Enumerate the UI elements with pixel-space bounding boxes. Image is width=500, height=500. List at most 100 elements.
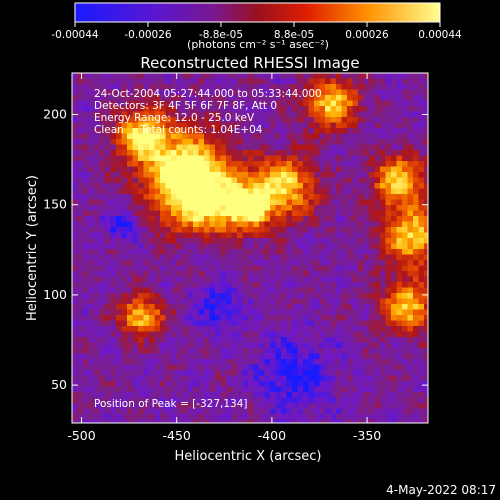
heatmap-cell	[99, 133, 106, 140]
heatmap-cell	[418, 309, 425, 316]
heatmap-cell	[286, 375, 293, 382]
heatmap-cell	[94, 117, 101, 124]
heatmap-cell	[297, 188, 304, 195]
heatmap-cell	[132, 227, 139, 234]
heatmap-cell	[154, 282, 161, 289]
heatmap-cell	[193, 315, 200, 322]
heatmap-cell	[270, 161, 277, 168]
heatmap-cell	[259, 381, 266, 388]
heatmap-cell	[253, 342, 260, 349]
colorbar	[74, 2, 441, 23]
heatmap-cell	[259, 227, 266, 234]
heatmap-cell	[292, 364, 299, 371]
heatmap-cell	[374, 254, 381, 261]
heatmap-cell	[88, 199, 95, 206]
heatmap-cell	[72, 122, 79, 129]
heatmap-cell	[231, 78, 238, 85]
heatmap-cell	[116, 276, 123, 283]
heatmap-cell	[270, 166, 277, 173]
heatmap-cell	[127, 370, 134, 377]
heatmap-cell	[127, 238, 134, 245]
heatmap-cell	[143, 386, 150, 393]
heatmap-cell	[143, 155, 150, 162]
heatmap-cell	[198, 117, 205, 124]
heatmap-cell	[413, 309, 420, 316]
heatmap-cell	[347, 177, 354, 184]
heatmap-cell	[358, 78, 365, 85]
heatmap-cell	[314, 408, 321, 415]
heatmap-cell	[171, 161, 178, 168]
heatmap-cell	[314, 271, 321, 278]
heatmap-cell	[72, 150, 79, 157]
heatmap-cell	[407, 249, 414, 256]
heatmap-cell	[88, 254, 95, 261]
heatmap-cell	[149, 320, 156, 327]
heatmap-cell	[215, 166, 222, 173]
heatmap-cell	[286, 78, 293, 85]
heatmap-cell	[336, 243, 343, 250]
heatmap-cell	[319, 89, 326, 96]
heatmap-cell	[275, 260, 282, 267]
heatmap-cell	[198, 326, 205, 333]
heatmap-cell	[83, 106, 90, 113]
heatmap-cell	[121, 353, 128, 360]
heatmap-cell	[380, 111, 387, 118]
heatmap-cell	[391, 117, 398, 124]
heatmap-cell	[264, 364, 271, 371]
heatmap-cell	[363, 161, 370, 168]
heatmap-cell	[116, 392, 123, 399]
heatmap-cell	[121, 381, 128, 388]
heatmap-cell	[292, 243, 299, 250]
heatmap-cell	[319, 221, 326, 228]
heatmap-cell	[204, 166, 211, 173]
heatmap-cell	[171, 260, 178, 267]
heatmap-cell	[363, 254, 370, 261]
heatmap-cell	[94, 309, 101, 316]
heatmap-cell	[314, 95, 321, 102]
heatmap-cell	[363, 73, 370, 80]
heatmap-cell	[259, 84, 266, 91]
heatmap-cell	[209, 199, 216, 206]
heatmap-cell	[160, 172, 167, 179]
heatmap-cell	[418, 139, 425, 146]
heatmap-cell	[77, 84, 84, 91]
heatmap-cell	[160, 309, 167, 316]
heatmap-cell	[303, 414, 310, 421]
heatmap-cell	[418, 89, 425, 96]
heatmap-cell	[83, 249, 90, 256]
heatmap-cell	[402, 243, 409, 250]
heatmap-cell	[220, 276, 227, 283]
heatmap-cell	[396, 375, 403, 382]
heatmap-cell	[407, 177, 414, 184]
heatmap-cell	[226, 414, 233, 421]
heatmap-cell	[402, 403, 409, 410]
heatmap-cell	[253, 95, 260, 102]
heatmap-cell	[165, 172, 172, 179]
heatmap-cell	[77, 199, 84, 206]
heatmap-cell	[242, 397, 249, 404]
heatmap-cell	[220, 381, 227, 388]
heatmap-cell	[380, 139, 387, 146]
heatmap-cell	[77, 342, 84, 349]
heatmap-cell	[143, 320, 150, 327]
heatmap-cell	[187, 309, 194, 316]
heatmap-cell	[330, 364, 337, 371]
heatmap-cell	[121, 364, 128, 371]
heatmap-cell	[336, 117, 343, 124]
heatmap-cell	[165, 271, 172, 278]
heatmap-cell	[286, 128, 293, 135]
heatmap-cell	[160, 188, 167, 195]
heatmap-cell	[143, 150, 150, 157]
heatmap-cell	[204, 287, 211, 294]
heatmap-cell	[314, 117, 321, 124]
heatmap-cell	[402, 177, 409, 184]
heatmap-cell	[336, 260, 343, 267]
heatmap-cell	[380, 73, 387, 80]
heatmap-cell	[352, 227, 359, 234]
heatmap-cell	[242, 293, 249, 300]
heatmap-cell	[132, 309, 139, 316]
heatmap-cell	[363, 298, 370, 305]
heatmap-cell	[149, 128, 156, 135]
heatmap-cell	[116, 150, 123, 157]
heatmap-cell	[105, 144, 112, 151]
